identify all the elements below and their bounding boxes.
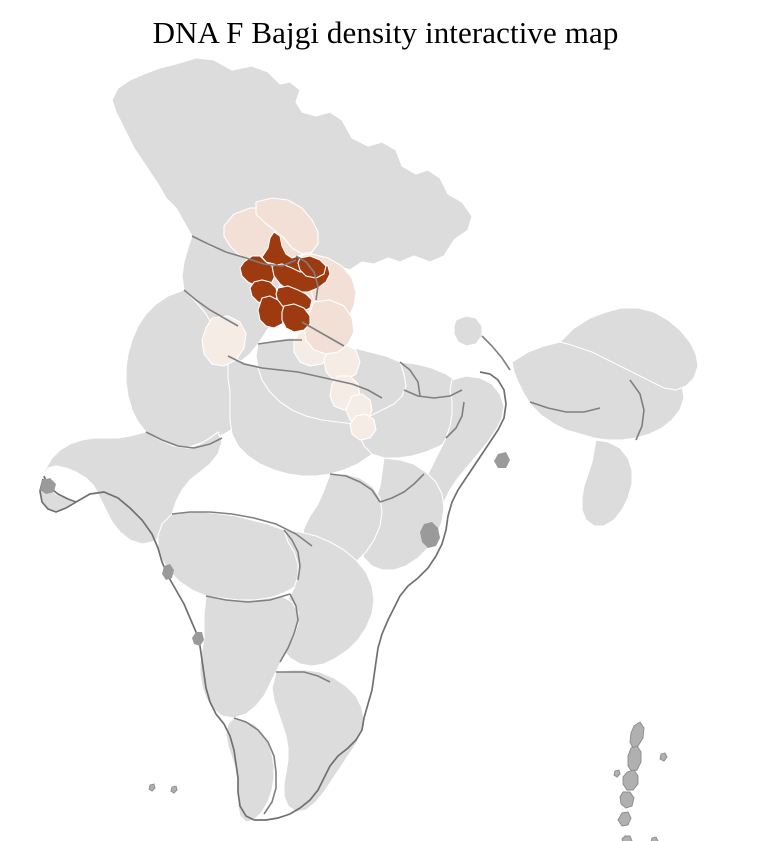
state-line-assam-meghalaya	[530, 402, 600, 412]
state-line-kerala-tamilnadu	[234, 718, 276, 814]
island-car-nicobar[interactable]	[621, 835, 633, 841]
region-himachal-upper-districts[interactable]	[256, 198, 318, 254]
region-telangana-andhra[interactable]	[278, 530, 374, 666]
coastline-east	[364, 372, 506, 718]
mainland-base-layer	[40, 58, 698, 822]
state-line-chhattisgarh-odisha	[380, 474, 424, 502]
region-tamil-nadu[interactable]	[272, 670, 364, 812]
feature-goa-coast	[192, 632, 204, 646]
island-lakshadweep-north[interactable]	[148, 783, 156, 792]
state-line-rajasthan-mp	[228, 356, 298, 372]
state-line-mp-maharashtra	[172, 512, 312, 546]
island-lakshadweep-mid[interactable]	[170, 785, 178, 794]
coastline-west	[40, 476, 76, 512]
state-line-gujarat-mp	[146, 432, 222, 448]
state-line-up-bihar	[400, 362, 420, 396]
region-mizoram-manipur-tripura[interactable]	[582, 440, 632, 526]
lakshadweep-islands-layer[interactable]	[148, 783, 178, 841]
feature-mumbai-coast	[162, 564, 174, 580]
island-little-andaman[interactable]	[619, 791, 635, 809]
map-canvas[interactable]	[0, 50, 771, 841]
region-rajasthan-ne-district[interactable]	[202, 316, 246, 366]
region-gujarat[interactable]	[40, 432, 222, 544]
island-ten-degree[interactable]	[617, 811, 632, 827]
state-line-karnataka-tamilnadu	[276, 672, 330, 682]
state-line-haryana-up	[258, 340, 302, 344]
state-line-maharashtra-telangana	[284, 530, 300, 580]
state-boundaries-layer	[146, 236, 644, 814]
state-line-maharashtra-karnataka	[206, 594, 290, 602]
island-nicobar-small[interactable]	[650, 836, 659, 841]
island-barren[interactable]	[659, 752, 668, 762]
coastline-south-tip	[254, 718, 364, 820]
feature-kutch-tip	[40, 478, 56, 494]
highlight-high-layer	[240, 232, 330, 332]
region-karnataka[interactable]	[200, 596, 298, 718]
state-line-punjab-rajasthan	[184, 290, 238, 326]
state-line-uttarakhand-up	[302, 322, 344, 346]
state-line-nagaland-manipur	[630, 380, 644, 440]
state-line-karnataka-andhra	[280, 594, 298, 662]
state-line-wb-northeast	[482, 336, 510, 370]
region-high-district-7[interactable]	[282, 304, 310, 332]
region-high-district-2[interactable]	[240, 256, 276, 286]
region-high-district-6[interactable]	[258, 296, 286, 328]
india-choropleth-map[interactable]	[0, 50, 771, 841]
dark-coastal-features-layer	[40, 452, 510, 646]
region-jammu-kashmir[interactable]	[112, 58, 472, 274]
state-line-jharkhand-wb	[446, 402, 464, 438]
region-assam-arunachal[interactable]	[560, 308, 698, 390]
island-middle-andaman[interactable]	[627, 745, 642, 773]
state-line-jk-hp	[192, 236, 296, 266]
region-up-district-e[interactable]	[350, 414, 376, 440]
state-line-mp-chhattisgarh	[330, 474, 380, 502]
island-north-andaman[interactable]	[629, 721, 645, 749]
state-line-hp-uttarakhand	[296, 256, 318, 300]
island-andaman-small-west[interactable]	[613, 769, 621, 778]
feature-sundarbans	[420, 522, 440, 548]
region-sikkim[interactable]	[454, 316, 482, 346]
state-line-up-mp	[298, 372, 382, 398]
state-line-bihar-jharkhand	[404, 390, 462, 398]
feature-east-coast-spot	[494, 452, 510, 468]
page-title: DNA F Bajgi density interactive map	[152, 15, 619, 50]
island-south-andaman[interactable]	[622, 769, 639, 791]
andaman-nicobar-islands-layer[interactable]	[613, 721, 668, 841]
